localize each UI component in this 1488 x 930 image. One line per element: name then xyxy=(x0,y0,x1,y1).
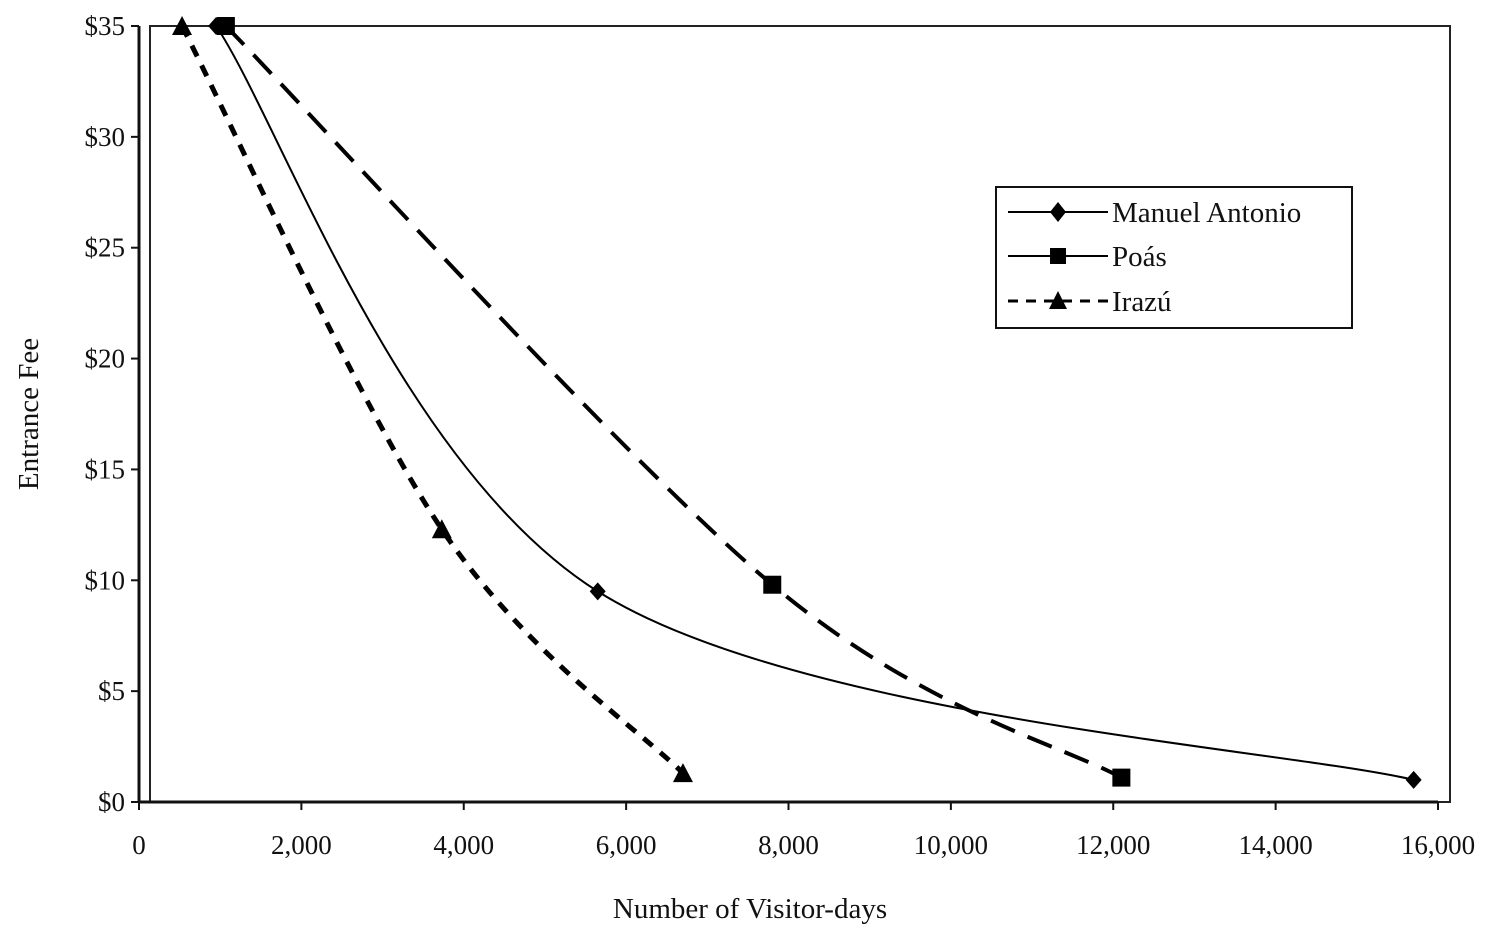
x-tick-label: 12,000 xyxy=(1076,830,1150,860)
x-tick-label: 10,000 xyxy=(914,830,988,860)
series-manuel-antonio xyxy=(208,17,1422,789)
legend-square-marker xyxy=(1050,248,1066,264)
series-poas xyxy=(216,17,1131,787)
y-tick-label: $10 xyxy=(85,565,126,595)
series-line-irazu xyxy=(179,24,685,775)
y-tick-label: $15 xyxy=(85,454,126,484)
series-irazu xyxy=(172,16,693,783)
x-axis-ticks: 0 2,000 4,000 6,000 8,000 10,000 12,000 14,000 1… xyxy=(132,802,1475,860)
y-axis-ticks: $0 $5 $10 $15 $20 $25 $30 $35 xyxy=(85,11,139,817)
x-tick-label: 0 xyxy=(132,830,146,860)
y-tick-label: $25 xyxy=(85,233,126,263)
data-point-diamond xyxy=(589,582,606,601)
x-tick-label: 2,000 xyxy=(271,830,332,860)
series-line-manuel-antonio xyxy=(215,25,1414,781)
legend: Manuel Antonio Poás Irazú xyxy=(995,186,1353,329)
series-line-poas xyxy=(224,24,1123,780)
plot-area-frame xyxy=(149,25,1451,803)
series-layer xyxy=(172,16,1422,789)
x-tick-label: 6,000 xyxy=(596,830,657,860)
y-tick-label: $0 xyxy=(98,787,125,817)
legend-item-poas: Poás xyxy=(1008,241,1167,273)
data-point-diamond xyxy=(1405,770,1422,789)
legend-label-manuel-antonio: Manuel Antonio xyxy=(1112,197,1301,229)
data-point-square xyxy=(216,17,235,35)
y-tick-label: $5 xyxy=(98,676,125,706)
data-point-square xyxy=(1112,768,1131,787)
legend-triangle-marker xyxy=(1049,291,1067,309)
legend-diamond-marker xyxy=(1050,202,1066,222)
data-point-triangle xyxy=(431,519,452,539)
data-point-square xyxy=(763,575,782,594)
legend-label-irazu: Irazú xyxy=(1112,286,1172,318)
y-tick-label: $30 xyxy=(85,122,126,152)
legend-item-irazu: Irazú xyxy=(1008,286,1172,318)
y-tick-label: $35 xyxy=(85,11,126,41)
x-tick-label: 8,000 xyxy=(758,830,819,860)
x-tick-label: 4,000 xyxy=(433,830,494,860)
legend-label-poas: Poás xyxy=(1112,241,1167,273)
data-point-triangle xyxy=(672,763,693,783)
x-tick-label: 14,000 xyxy=(1239,830,1313,860)
x-tick-label: 16,000 xyxy=(1401,830,1475,860)
y-axis-title: Entrance Fee xyxy=(13,338,45,490)
legend-item-manuel-antonio: Manuel Antonio xyxy=(1008,197,1301,229)
x-axis-title: Number of Visitor-days xyxy=(613,893,887,925)
data-point-triangle xyxy=(172,16,193,35)
y-tick-label: $20 xyxy=(85,344,126,374)
